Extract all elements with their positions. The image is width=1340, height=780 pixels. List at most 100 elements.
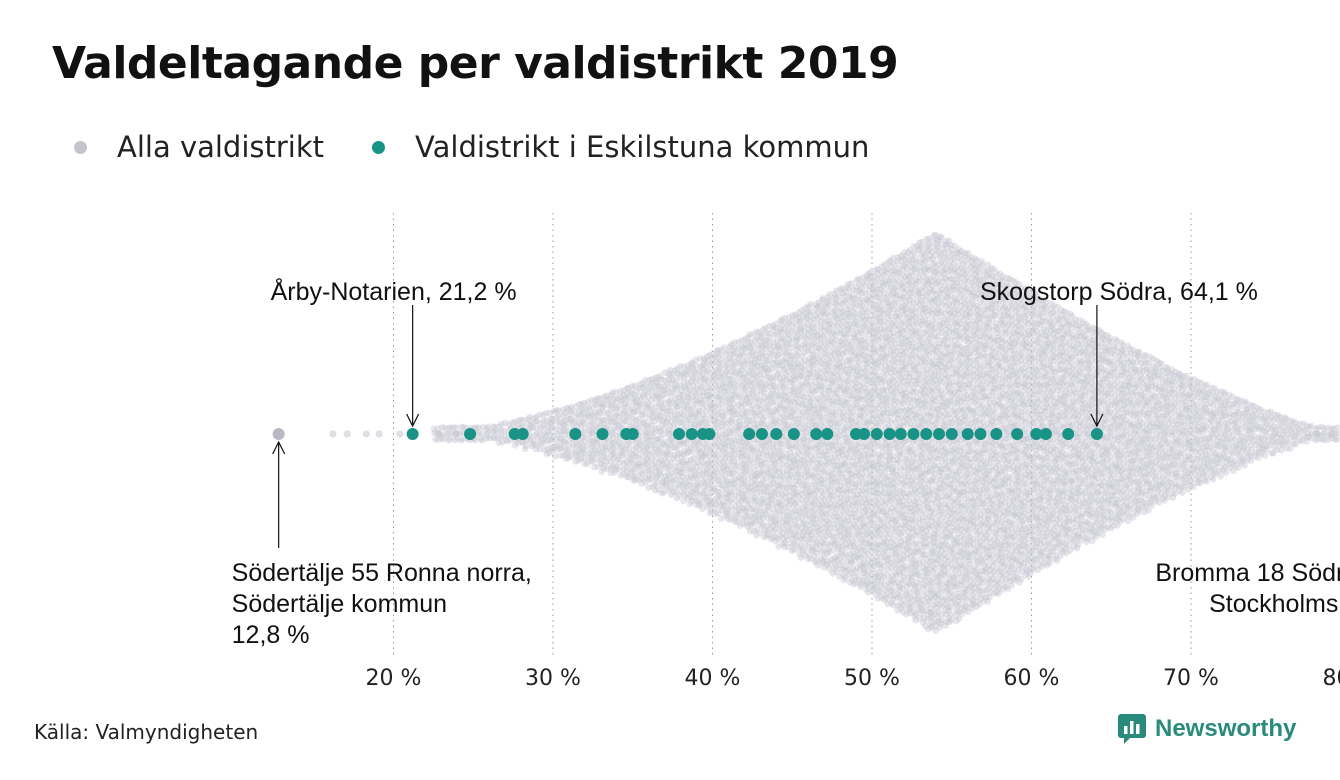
swarm-point (529, 424, 537, 432)
swarm-point (578, 401, 586, 408)
swarm-point (679, 474, 687, 481)
swarm-point (731, 411, 738, 419)
swarm-point (705, 492, 713, 500)
swarm-point (644, 399, 651, 406)
swarm-point (734, 411, 741, 418)
swarm-point (489, 428, 497, 436)
swarm-point (666, 407, 674, 415)
swarm-point (643, 456, 650, 463)
swarm-point (685, 394, 693, 402)
swarm-point (697, 399, 704, 407)
swarm-point (594, 412, 601, 420)
swarm-point (649, 392, 657, 399)
swarm-point (616, 403, 623, 411)
swarm-point (601, 443, 609, 451)
swarm-point (612, 427, 620, 435)
swarm-point (699, 365, 706, 373)
swarm-point (725, 498, 732, 506)
swarm-point (687, 472, 694, 480)
swarm-point (697, 462, 704, 469)
swarm-point (728, 404, 735, 411)
swarm-point (674, 403, 681, 411)
swarm-point (683, 384, 690, 392)
swarm-point (665, 403, 672, 411)
swarm-point (690, 454, 697, 462)
swarm-point (732, 357, 739, 365)
swarm-point (588, 409, 595, 417)
swarm-point (648, 386, 656, 394)
swarm-point (722, 350, 730, 358)
swarm-point (648, 427, 656, 434)
swarm-point (726, 355, 733, 362)
swarm-point (728, 465, 735, 473)
swarm-point (730, 446, 738, 453)
swarm-point (670, 455, 677, 463)
swarm-point (714, 431, 722, 439)
swarm-point (667, 479, 674, 487)
swarm-point (714, 419, 722, 426)
swarm-point (501, 432, 508, 440)
swarm-point (690, 481, 697, 489)
swarm-point (687, 371, 695, 379)
swarm-point (681, 492, 688, 499)
swarm-point (686, 399, 693, 406)
swarm-point (587, 457, 595, 465)
swarm-point (614, 433, 621, 440)
swarm-point (720, 344, 728, 352)
swarm-point (569, 448, 576, 455)
swarm-point (623, 452, 630, 460)
swarm-point (712, 421, 720, 428)
swarm-point (652, 436, 660, 443)
swarm-point (648, 376, 656, 383)
swarm-point (556, 423, 564, 431)
swarm-point (579, 434, 587, 441)
swarm-point (716, 493, 723, 500)
legend-item-all: Alla valdistrikt (74, 130, 324, 164)
swarm-point (595, 407, 602, 415)
swarm-point (688, 360, 695, 368)
swarm-point (679, 419, 687, 427)
swarm-point (578, 418, 586, 425)
swarm-point (732, 440, 740, 448)
swarm-point (598, 456, 605, 463)
swarm-point (657, 472, 665, 479)
swarm-point (702, 443, 710, 451)
swarm-point (610, 462, 617, 470)
swarm-point (601, 409, 608, 417)
swarm-point (629, 451, 637, 458)
swarm-point (722, 479, 730, 486)
swarm-point (725, 394, 732, 402)
swarm-point (687, 406, 694, 413)
swarm-point (696, 479, 703, 487)
swarm-point (619, 415, 627, 422)
swarm-point (636, 447, 644, 454)
swarm-point (726, 399, 733, 406)
swarm-point (595, 418, 603, 425)
swarm-point (713, 387, 720, 394)
swarm-point (543, 409, 550, 417)
swarm-point (688, 377, 695, 385)
swarm-point (684, 444, 692, 452)
swarm-point (711, 399, 718, 407)
swarm-point (712, 466, 719, 474)
swarm-point (665, 375, 673, 383)
swarm-point (700, 483, 708, 491)
swarm-point (730, 480, 738, 488)
swarm-point (663, 390, 671, 398)
swarm-point (652, 396, 660, 403)
swarm-point (694, 452, 701, 460)
swarm-point (512, 418, 519, 426)
swarm-point (578, 411, 585, 418)
swarm-point (479, 430, 487, 438)
swarm-point (620, 465, 628, 473)
swarm-point (655, 407, 663, 415)
swarm-point (722, 449, 729, 457)
swarm-point (546, 431, 553, 439)
swarm-point (710, 440, 717, 448)
swarm-point (699, 445, 707, 452)
swarm-point (716, 503, 724, 511)
swarm-point (728, 503, 735, 511)
swarm-point (735, 354, 742, 362)
swarm-point (556, 418, 563, 426)
swarm-point (607, 447, 614, 454)
